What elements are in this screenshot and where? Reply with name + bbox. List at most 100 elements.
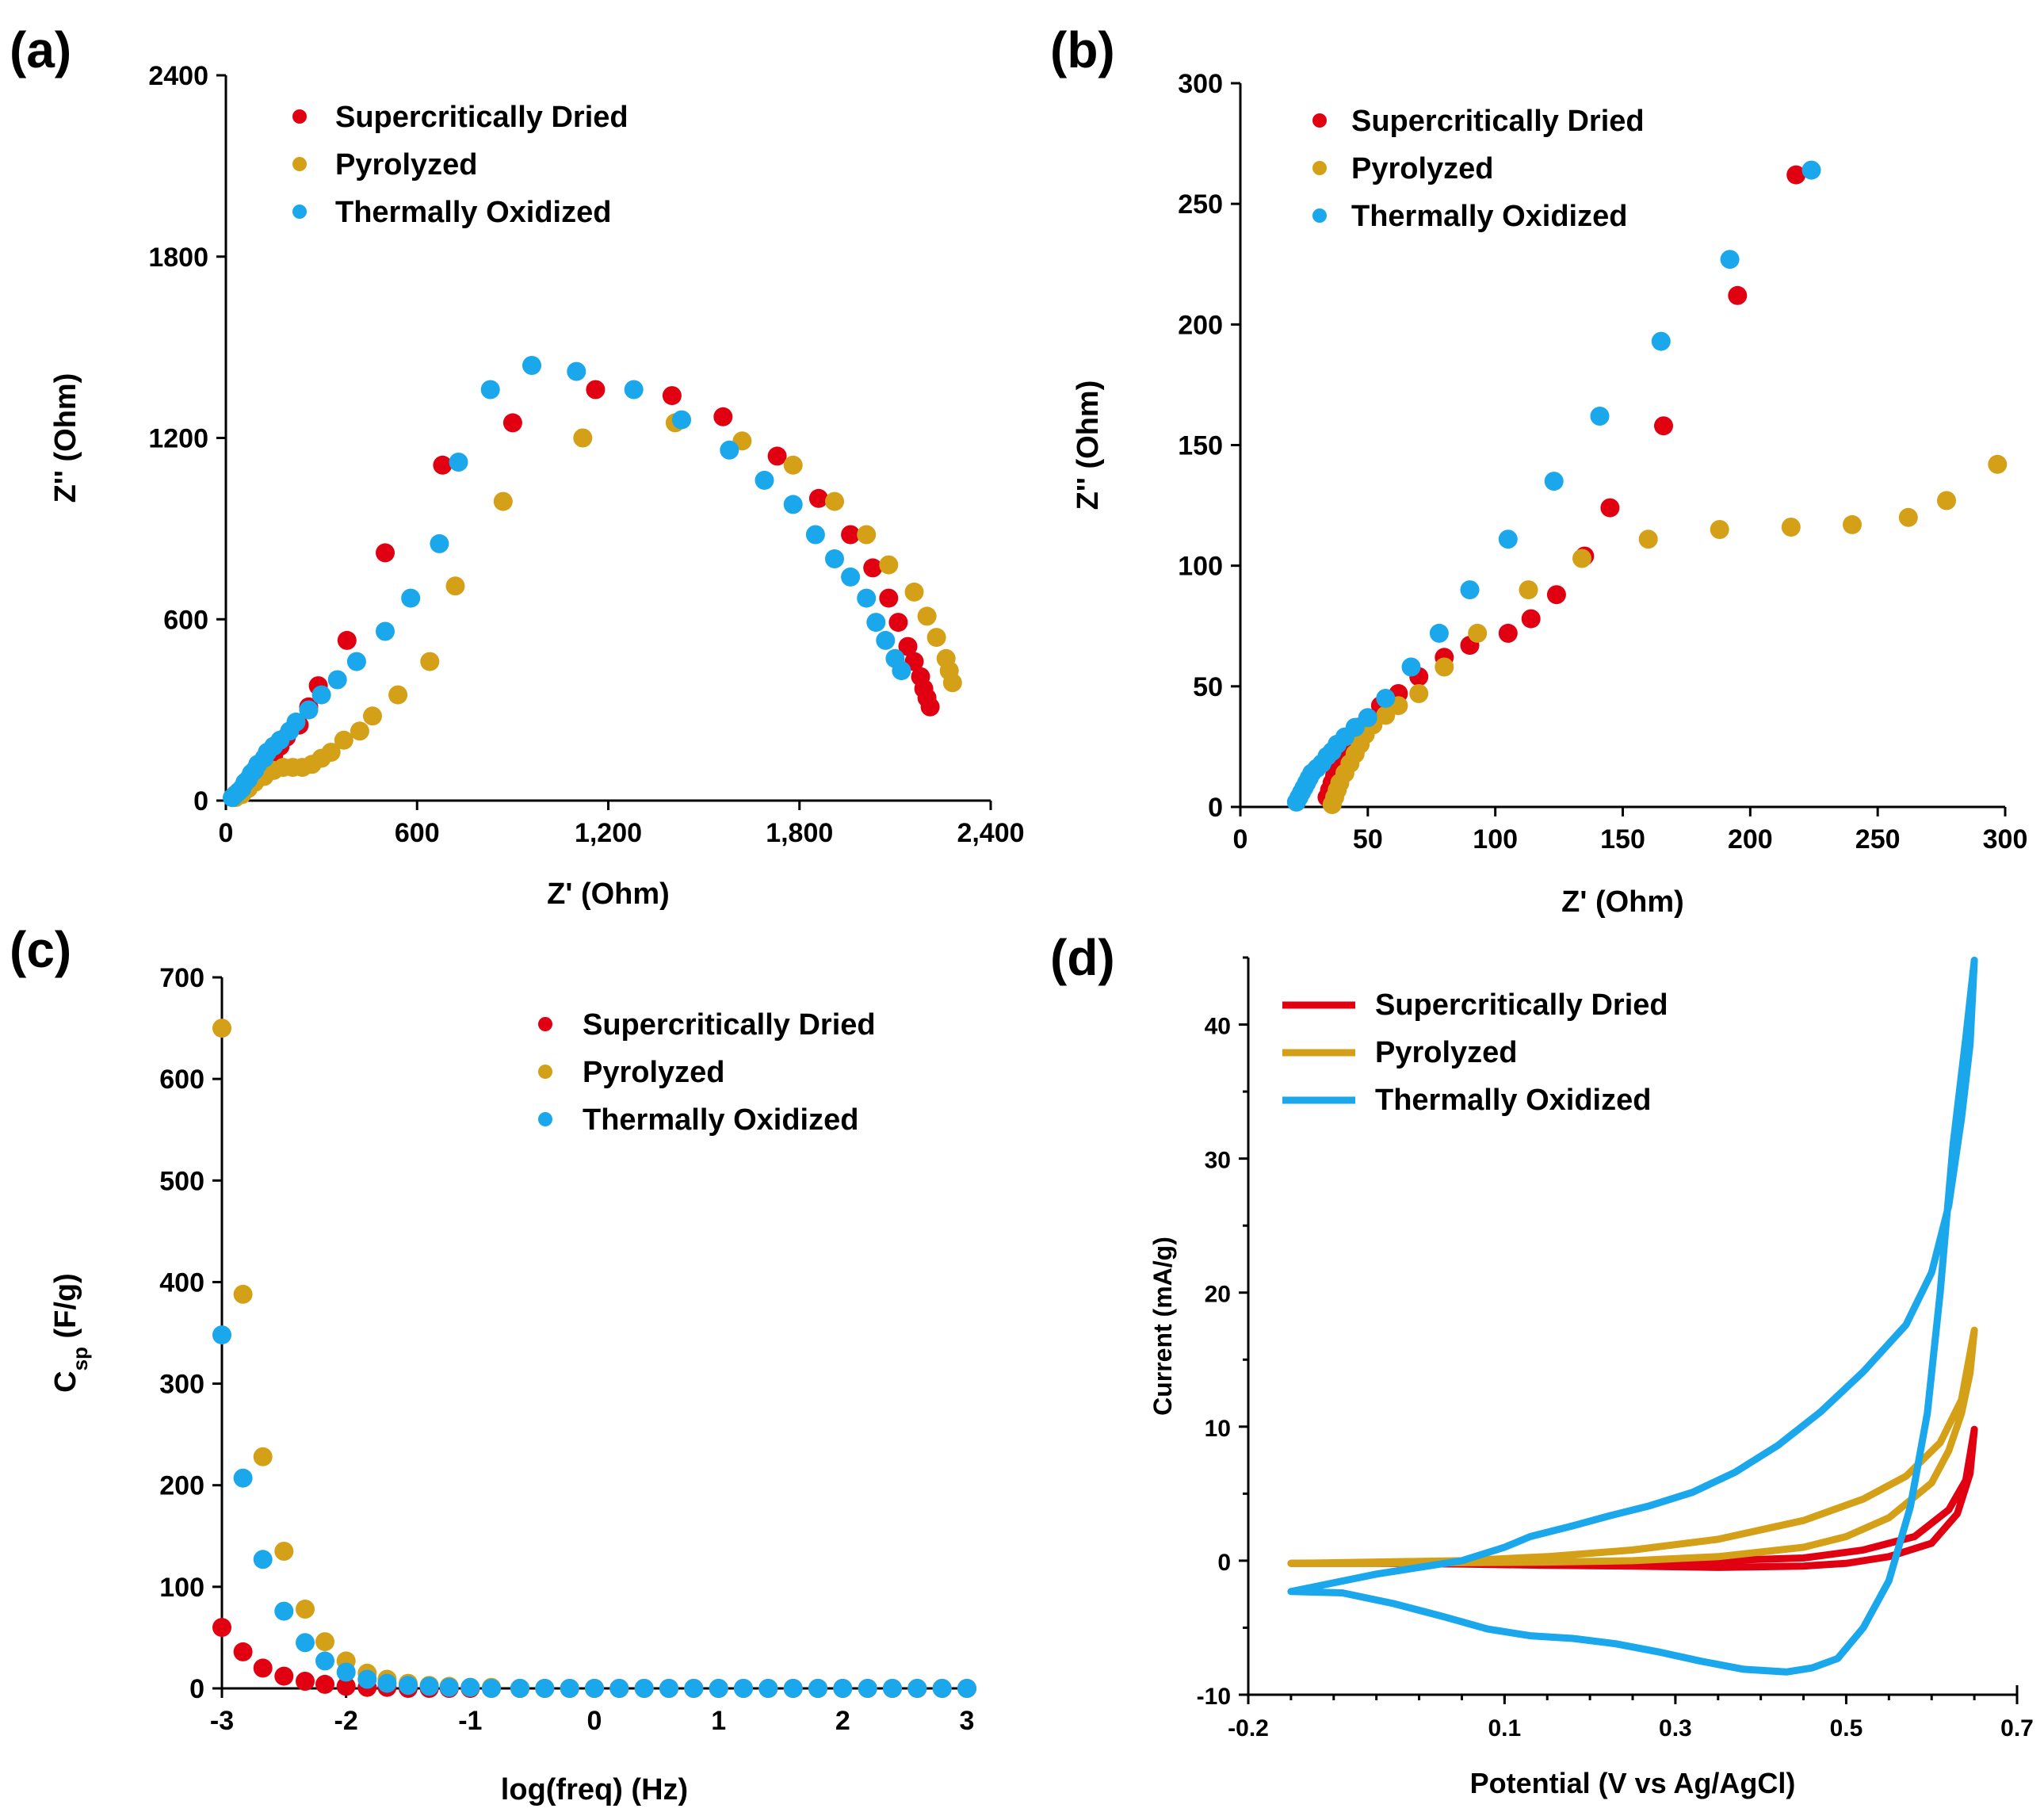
x-tick-label: -2 (334, 1706, 358, 1736)
y-axis-title-sub: sp (68, 1347, 92, 1371)
x-tick-label: 0 (1233, 824, 1248, 854)
data-point (1544, 472, 1564, 491)
data-point (1600, 498, 1620, 518)
data-point (253, 1658, 273, 1678)
y-axis-title: Csp (F/g) (49, 1273, 92, 1393)
data-point (535, 1679, 555, 1698)
data-point (892, 661, 911, 681)
data-point (720, 440, 739, 460)
data-point (634, 1679, 654, 1698)
data-point (1988, 454, 2008, 474)
data-point (1498, 623, 1518, 643)
data-point (917, 606, 937, 626)
data-point (1590, 407, 1610, 426)
data-point (767, 446, 787, 466)
data-point (315, 1651, 334, 1671)
data-point (274, 1542, 294, 1561)
x-tick-label: 0 (587, 1706, 602, 1736)
data-point (808, 488, 828, 508)
x-tick-label: 1,800 (766, 818, 833, 848)
data-point (334, 730, 353, 750)
data-point (888, 613, 908, 633)
data-point (932, 1679, 952, 1698)
y-tick-label: 250 (1178, 189, 1223, 220)
y-tick-label: -10 (1197, 1684, 1231, 1710)
data-point (1781, 518, 1801, 537)
data-point (1786, 165, 1806, 185)
x-tick-label: 1,200 (575, 818, 642, 848)
y-tick-label: 40 (1205, 1014, 1231, 1040)
legend-label: Supercritically Dried (1375, 988, 1668, 1022)
data-point (253, 1447, 273, 1466)
data-point (274, 1601, 294, 1621)
legend: Supercritically Dried Pyrolyzed Thermally … (1312, 105, 1645, 233)
series-thermally-oxidized (1287, 956, 1978, 1676)
y-tick-label: 500 (159, 1166, 204, 1196)
data-point (1498, 530, 1518, 549)
data-point (783, 1679, 803, 1698)
data-point (212, 1618, 231, 1638)
series-pyrolyzed (1322, 454, 2008, 814)
data-point (433, 455, 453, 475)
data-point (363, 706, 382, 726)
data-point (212, 1019, 231, 1038)
x-tick-label: 600 (395, 818, 440, 848)
data-point (1937, 491, 1956, 510)
y-tick-label: 300 (1178, 69, 1223, 99)
x-tick-label: 150 (1600, 824, 1645, 854)
data-point (1358, 708, 1377, 728)
data-point (377, 1673, 397, 1693)
data-point (376, 543, 395, 563)
data-point (825, 549, 844, 568)
legend: Supercritically Dried Pyrolyzed Thermally … (1282, 988, 1668, 1117)
data-point (1401, 657, 1421, 677)
data-point (311, 685, 331, 705)
data-point (624, 380, 644, 400)
data-point (573, 428, 593, 448)
x-axis-title: Z' (Ohm) (547, 877, 670, 911)
data-point (430, 533, 449, 553)
data-point (713, 407, 733, 426)
y-axis-title: Z'' (Ohm) (1072, 380, 1105, 510)
data-point (1546, 585, 1566, 605)
data-point (898, 637, 918, 656)
panel-label: (d) (1050, 929, 1115, 986)
panel-b-chart: (b) 0 50 100 150 200 250 300 0 50 100 150 200 250 300 Z… (1050, 21, 2027, 919)
y-axis-title: Z'' (Ohm) (49, 373, 82, 503)
series-line (1287, 1326, 1978, 1567)
data-point (857, 588, 877, 608)
x-tick-label: 0 (219, 818, 234, 848)
data-point (858, 1679, 877, 1698)
data-point (296, 1600, 315, 1619)
data-point (1651, 331, 1671, 351)
data-point (449, 453, 468, 472)
x-axis-title: Z' (Ohm) (1561, 885, 1684, 919)
data-point (1801, 160, 1821, 180)
data-point (805, 525, 825, 545)
y-tick-label: 0 (1217, 1550, 1231, 1576)
data-point (357, 1669, 377, 1689)
data-point (808, 1679, 827, 1698)
legend-label: Pyrolyzed (583, 1056, 725, 1089)
y-tick-label: 30 (1205, 1148, 1231, 1174)
data-point (1898, 507, 1918, 527)
data-point (833, 1679, 853, 1698)
data-point (734, 1679, 753, 1698)
data-point (1720, 250, 1740, 270)
data-point (1728, 285, 1748, 305)
data-point (942, 673, 962, 693)
x-axis-title: log(freq) (Hz) (501, 1773, 688, 1806)
data-point (1654, 416, 1673, 436)
x-tick-label: 2 (835, 1706, 850, 1736)
legend-label: Thermally Oxidized (583, 1103, 858, 1137)
data-point (609, 1679, 629, 1698)
series-thermally-oxidized (1286, 160, 1821, 812)
data-point (510, 1679, 529, 1698)
data-point (480, 380, 500, 400)
data-point (420, 652, 440, 671)
data-point (684, 1679, 704, 1698)
legend-marker (538, 1065, 552, 1079)
y-tick-label: 600 (163, 605, 208, 635)
x-tick-label: 0.3 (1659, 1715, 1692, 1741)
y-tick-label: 50 (1193, 672, 1223, 702)
